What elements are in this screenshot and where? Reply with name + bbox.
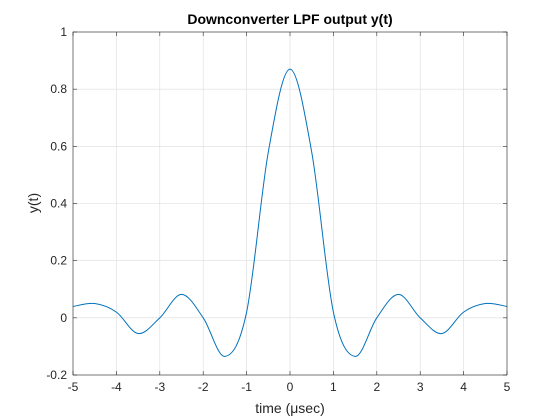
y-axis-label: y(t) bbox=[25, 193, 41, 213]
x-tick-label: 0 bbox=[287, 380, 294, 394]
tick-labels: -5 -4 -3 -2 -1 0 1 2 3 4 5 -0.2 0 0.2 0.4 0.6 0.8 1 bbox=[46, 25, 510, 394]
x-tick-label: 5 bbox=[504, 380, 511, 394]
x-axis-label: time (μsec) bbox=[255, 400, 325, 416]
axis-ticks bbox=[72, 31, 508, 376]
x-tick-label: -5 bbox=[68, 380, 79, 394]
y-tick-label: -0.2 bbox=[46, 368, 67, 382]
series-line-0 bbox=[72, 68, 508, 357]
x-tick-label: -4 bbox=[111, 380, 122, 394]
x-tick-label: -3 bbox=[154, 380, 165, 394]
chart-title: Downconverter LPF output y(t) bbox=[187, 11, 392, 27]
y-tick-label: 0.2 bbox=[50, 254, 67, 268]
x-tick-label: 4 bbox=[460, 380, 467, 394]
y-tick-label: 0.4 bbox=[50, 197, 67, 211]
x-tick-label: -2 bbox=[198, 380, 209, 394]
y-tick-label: 0 bbox=[60, 311, 67, 325]
y-tick-label: 1 bbox=[60, 25, 67, 39]
x-tick-label: 1 bbox=[330, 380, 337, 394]
y-tick-label: 0.6 bbox=[50, 139, 67, 153]
x-tick-label: 2 bbox=[373, 380, 380, 394]
y-tick-label: 0.8 bbox=[50, 82, 67, 96]
series-group bbox=[72, 68, 508, 357]
x-tick-label: 3 bbox=[417, 380, 424, 394]
x-tick-label: -1 bbox=[241, 380, 252, 394]
